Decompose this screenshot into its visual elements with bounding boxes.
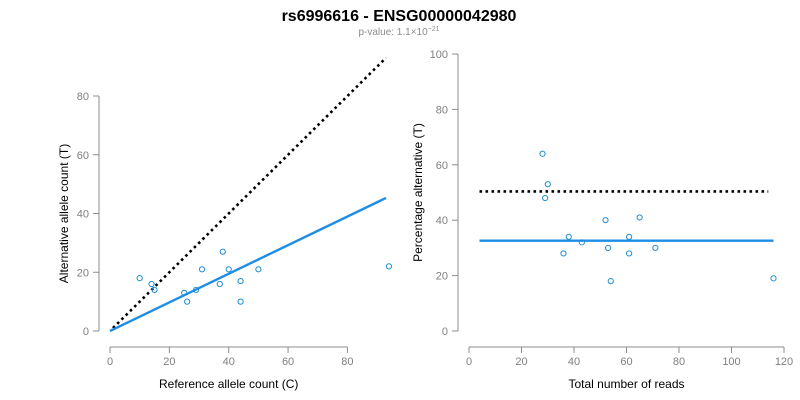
y-tick-label: 0: [442, 326, 448, 338]
allele-count-panel: 0 20 40 60 80 0 20 40 60 80 Reference allele count…: [57, 56, 393, 391]
x-tick-label: 40: [568, 356, 580, 368]
y-tick-label: 100: [430, 49, 448, 61]
reference-line: [112, 56, 387, 329]
percentage-alternative-panel: 0 20 40 60 80 100 120 0 20 40 60 80 100 Total number …: [411, 49, 793, 391]
regression-line: [109, 196, 387, 333]
data-point: [181, 289, 188, 296]
figure-title: rs6996616 - ENSG00000042980: [282, 8, 517, 25]
data-point: [219, 248, 226, 255]
data-point: [539, 150, 546, 157]
x-tick-label: 40: [223, 356, 235, 368]
y-tick-label: 40: [436, 215, 448, 227]
data-point: [602, 217, 609, 224]
data-point: [237, 298, 244, 305]
data-point: [605, 244, 612, 251]
y-tick-label: 0: [83, 326, 89, 338]
y-tick-label: 20: [77, 267, 89, 279]
data-point: [225, 266, 232, 273]
x-tick-label: 60: [282, 356, 294, 368]
data-point: [626, 250, 633, 257]
data-point: [198, 266, 206, 273]
x-tick-label: 80: [341, 356, 353, 368]
data-point: [136, 275, 143, 282]
subtitle-p-value: p-value: 1.1×10: [358, 27, 428, 38]
data-point: [560, 250, 567, 257]
y-tick-label: 60: [436, 160, 448, 172]
x-tick-label: 0: [466, 356, 472, 368]
y-tick-label: 60: [77, 150, 89, 162]
data-point: [255, 266, 262, 273]
data-point: [216, 280, 223, 288]
x-tick-label: 20: [163, 356, 175, 368]
data-point: [385, 263, 393, 270]
data-point: [565, 233, 572, 240]
data-point: [578, 239, 585, 246]
y-axis-label: Alternative allele count (T): [57, 144, 71, 283]
subtitle-exponent: −21: [428, 26, 440, 33]
data-point: [652, 244, 659, 251]
data-point: [192, 286, 200, 293]
data-point: [151, 286, 158, 293]
data-point: [237, 277, 244, 285]
x-tick-label: 80: [673, 356, 685, 368]
y-tick-label: 80: [77, 91, 89, 103]
y-axis-label: Percentage alternative (T): [411, 123, 425, 262]
data-point: [184, 298, 191, 305]
x-axis-label: Total number of reads: [568, 377, 684, 391]
x-tick-label: 100: [722, 356, 740, 368]
y-tick-label: 40: [77, 209, 89, 221]
data-point: [770, 275, 777, 282]
y-tick-label: 20: [436, 271, 448, 283]
data-point: [607, 278, 614, 285]
data-point: [636, 214, 643, 221]
x-tick-label: 0: [107, 356, 113, 368]
data-point: [544, 181, 551, 188]
data-point: [148, 280, 155, 288]
x-tick-label: 120: [775, 356, 793, 368]
x-axis-label: Reference allele count (C): [159, 377, 298, 391]
figure-subtitle: p-value: 1.1×10−21: [358, 26, 439, 38]
x-tick-label: 20: [515, 356, 527, 368]
y-tick-label: 80: [436, 104, 448, 116]
x-tick-label: 60: [620, 356, 632, 368]
data-point: [626, 233, 633, 240]
data-point: [542, 194, 549, 202]
